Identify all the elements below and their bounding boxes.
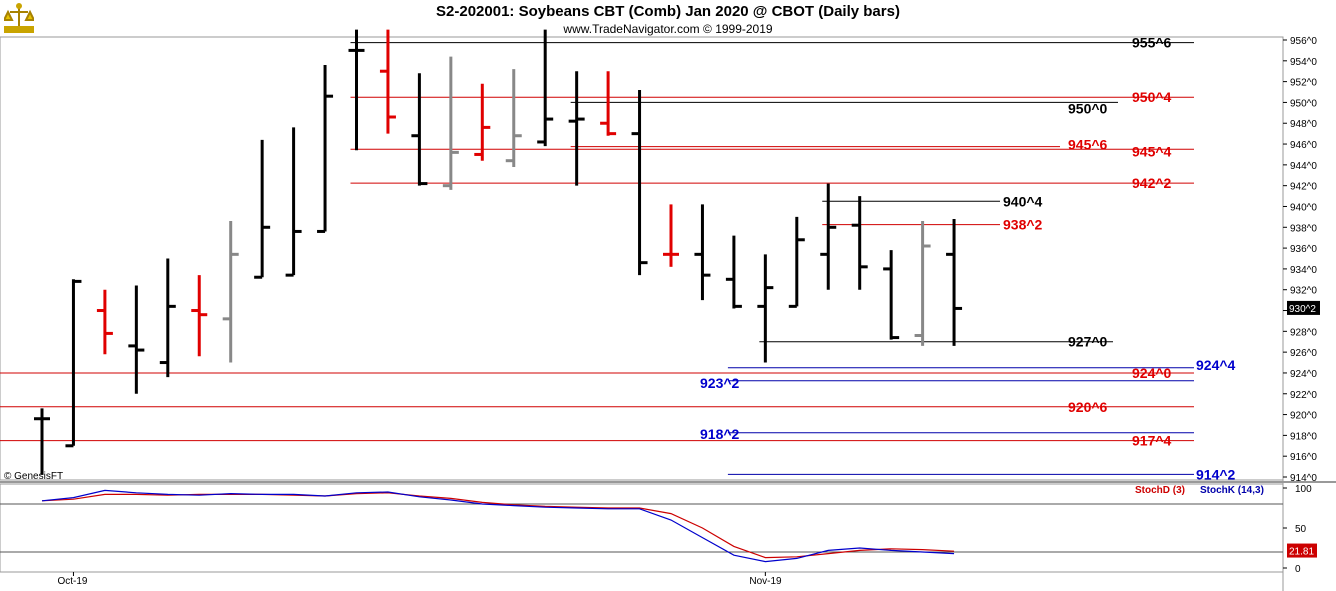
price-tick-label: 918^0 — [1290, 431, 1317, 442]
x-tick-label: Nov-19 — [749, 576, 782, 587]
level-label-945^4: 945^4 — [1132, 143, 1172, 159]
ohlc-bar — [883, 250, 900, 340]
ohlc-bar — [285, 127, 302, 277]
price-tick-label: 956^0 — [1290, 36, 1317, 47]
level-label-950^4: 950^4 — [1132, 89, 1172, 105]
price-tick-label: 932^0 — [1290, 286, 1317, 297]
last-price-marker — [1287, 300, 1320, 315]
price-tick-label: 936^0 — [1290, 244, 1317, 255]
ohlc-bar — [442, 56, 459, 190]
ohlc-bar — [222, 221, 239, 363]
ohlc-bar — [191, 275, 208, 357]
ohlc-bar — [851, 196, 868, 290]
stoch-d-line — [41, 492, 955, 559]
price-tick-label: 928^0 — [1290, 327, 1317, 338]
level-label-920^6: 920^6 — [1068, 399, 1108, 415]
level-label-924^4: 924^4 — [1196, 357, 1236, 373]
ohlc-bar — [914, 221, 931, 346]
ohlc-bar — [128, 285, 145, 394]
chart-header: S2-202001: Soybeans CBT (Comb) Jan 2020 … — [0, 0, 1336, 37]
ohlc-bar — [96, 289, 113, 355]
stoch-last-marker — [1287, 543, 1317, 558]
price-tick-label: 948^0 — [1290, 119, 1317, 130]
level-label-924^0: 924^0 — [1132, 365, 1172, 381]
chart-title: S2-202001: Soybeans CBT (Comb) Jan 2020 … — [436, 3, 900, 20]
level-label-945^6: 945^6 — [1068, 137, 1108, 153]
ohlc-bar — [34, 408, 50, 475]
price-tick-label: 920^0 — [1290, 411, 1317, 422]
stoch-tick-label: 100 — [1295, 484, 1312, 495]
stoch-k-line — [41, 489, 955, 563]
price-tick-label: 942^0 — [1290, 182, 1317, 193]
level-label-918^2: 918^2 — [700, 426, 740, 442]
price-tick-label: 944^0 — [1290, 161, 1317, 172]
ohlc-bar — [537, 29, 554, 147]
price-tick-label: 934^0 — [1290, 265, 1317, 276]
price-tick-label: 938^0 — [1290, 223, 1317, 234]
ohlc-bar — [820, 183, 837, 290]
level-label-927^0: 927^0 — [1068, 334, 1108, 350]
level-label-923^2: 923^2 — [700, 375, 740, 391]
ohlc-bar — [379, 29, 396, 134]
copyright-label: © GenesisFT — [4, 471, 63, 482]
price-tick-label: 952^0 — [1290, 78, 1317, 89]
stoch-tick-label: 50 — [1295, 524, 1307, 535]
ohlc-bar — [348, 29, 365, 151]
genesis-logo-icon — [2, 2, 36, 34]
ohlc-bar — [317, 64, 334, 233]
price-tick-label: 914^0 — [1290, 473, 1317, 484]
stoch-tick-label: 0 — [1295, 564, 1301, 575]
stoch-last-label: 21.81 — [1289, 547, 1314, 558]
ohlc-bar — [631, 89, 648, 276]
price-tick-label: 954^0 — [1290, 57, 1317, 68]
price-tick-label: 946^0 — [1290, 140, 1317, 151]
last-price-label: 930^2 — [1289, 304, 1316, 315]
ohlc-bar — [159, 258, 176, 378]
stoch-panel-border — [0, 483, 1284, 573]
price-tick-label: 950^0 — [1290, 98, 1317, 109]
ohlc-bar — [568, 71, 585, 186]
ohlc-bar — [757, 254, 774, 363]
level-label-942^2: 942^2 — [1132, 175, 1172, 191]
ohlc-bar — [474, 83, 491, 161]
ohlc-bar — [65, 279, 82, 448]
ohlc-bar — [254, 139, 271, 279]
price-tick-label: 926^0 — [1290, 348, 1317, 359]
x-tick-label: Oct-19 — [57, 576, 87, 587]
ohlc-bar — [694, 204, 711, 301]
chart-subtitle: www.TradeNavigator.com © 1999-2019 — [563, 22, 773, 36]
price-tick-label: 916^0 — [1290, 452, 1317, 463]
level-label-950^0: 950^0 — [1068, 100, 1108, 116]
ohlc-bar — [725, 235, 742, 309]
level-label-938^2: 938^2 — [1003, 217, 1043, 233]
ohlc-bar — [663, 204, 679, 267]
ohlc-bar — [411, 73, 428, 186]
stoch-d-legend: StochD (3) — [1135, 485, 1185, 496]
ohlc-bar — [946, 218, 963, 346]
ohlc-bar — [788, 216, 805, 308]
level-label-914^2: 914^2 — [1196, 466, 1236, 482]
price-tick-label: 922^0 — [1290, 390, 1317, 401]
ohlc-bar — [505, 69, 522, 167]
level-label-940^4: 940^4 — [1003, 193, 1043, 209]
stoch-k-legend: StochK (14,3) — [1200, 485, 1264, 496]
level-label-955^6: 955^6 — [1132, 35, 1172, 51]
price-tick-label: 924^0 — [1290, 369, 1317, 380]
ohlc-bar — [600, 71, 617, 136]
price-tick-label: 940^0 — [1290, 202, 1317, 213]
level-label-917^4: 917^4 — [1132, 433, 1172, 449]
